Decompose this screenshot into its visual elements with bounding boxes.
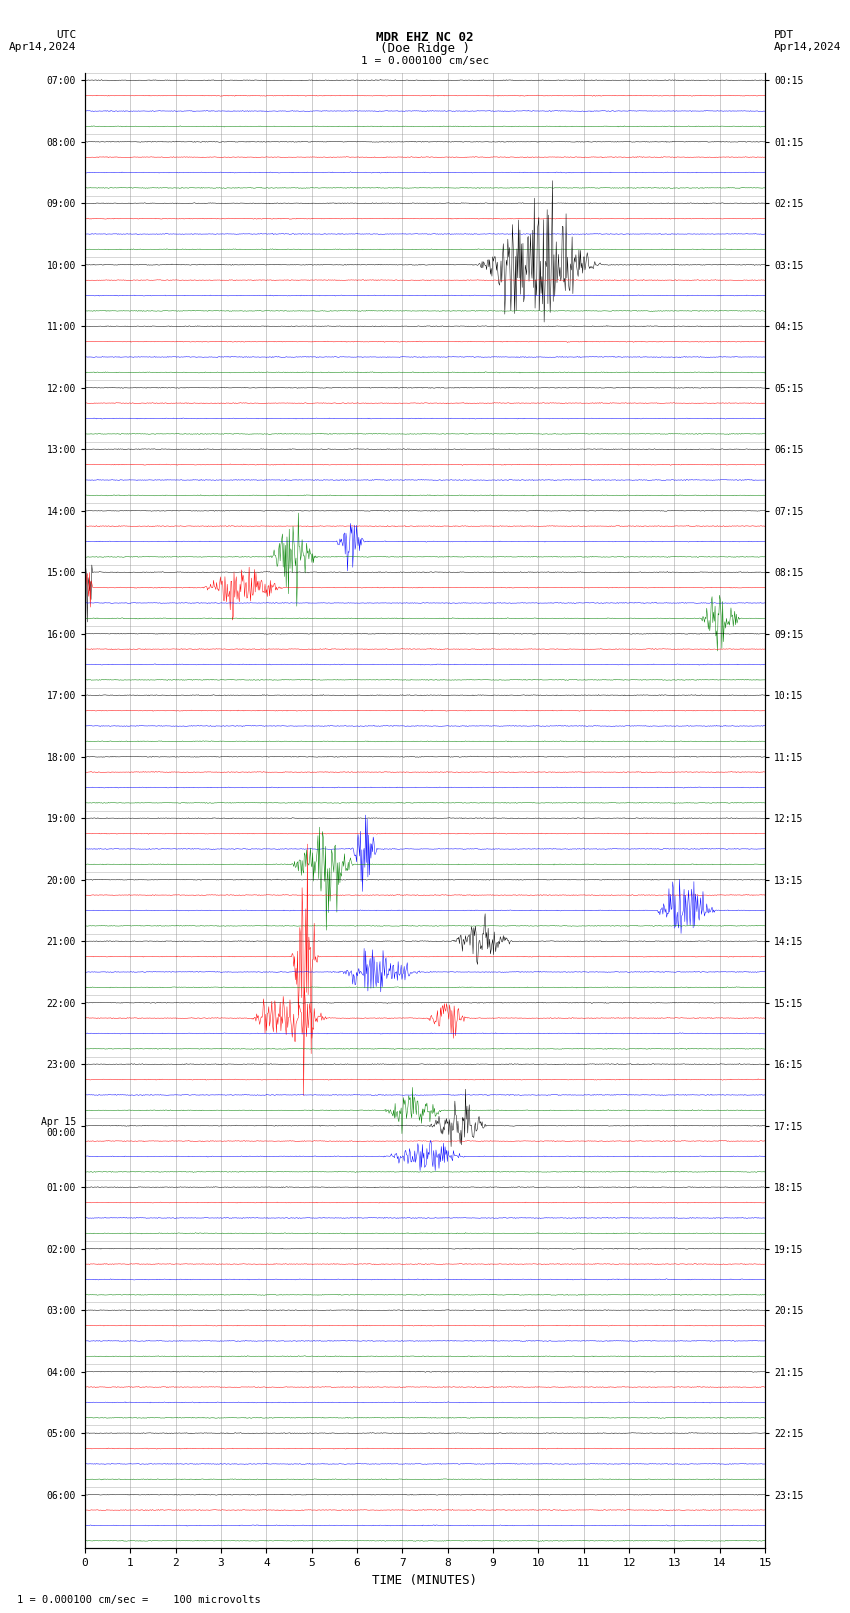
Text: Apr14,2024: Apr14,2024 xyxy=(9,42,76,52)
Text: PDT: PDT xyxy=(774,31,794,40)
Text: 1 = 0.000100 cm/sec: 1 = 0.000100 cm/sec xyxy=(361,56,489,66)
Text: 1 = 0.000100 cm/sec =    100 microvolts: 1 = 0.000100 cm/sec = 100 microvolts xyxy=(17,1595,261,1605)
Text: (Doe Ridge ): (Doe Ridge ) xyxy=(380,42,470,55)
Text: UTC: UTC xyxy=(56,31,76,40)
Text: MDR EHZ NC 02: MDR EHZ NC 02 xyxy=(377,31,473,44)
X-axis label: TIME (MINUTES): TIME (MINUTES) xyxy=(372,1574,478,1587)
Text: Apr14,2024: Apr14,2024 xyxy=(774,42,841,52)
